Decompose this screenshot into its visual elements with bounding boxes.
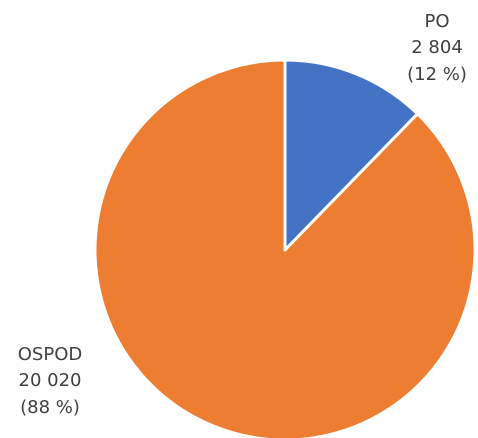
- slice-value: 2 804: [411, 37, 463, 58]
- slice-name: PO: [424, 11, 449, 32]
- pie-slice: [93, 58, 477, 438]
- slice-name: OSPOD: [18, 344, 82, 365]
- slice-value: 20 020: [19, 370, 82, 391]
- pie-slice: [283, 58, 420, 252]
- slice-percent: (88 %): [20, 397, 80, 418]
- slice-percent: (12 %): [407, 64, 467, 85]
